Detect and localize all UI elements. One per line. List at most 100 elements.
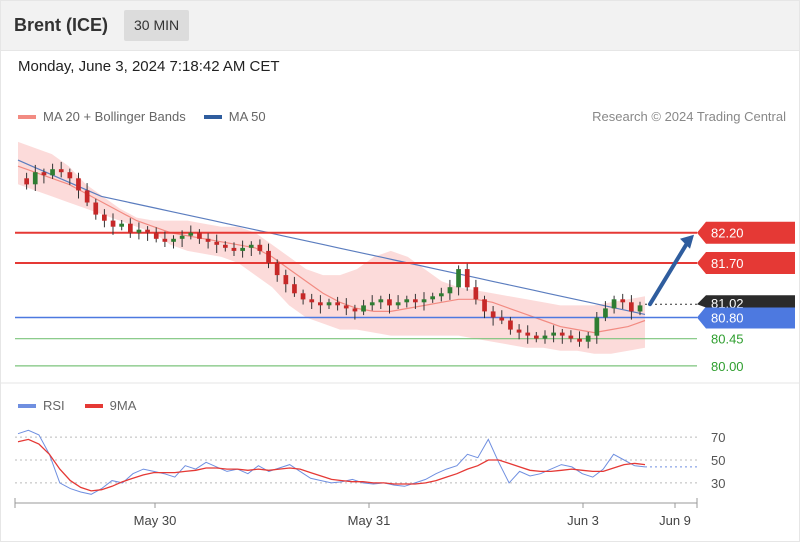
candle-body — [516, 329, 522, 333]
level-tag-text-82.20: 82.20 — [711, 226, 744, 241]
candle-body — [283, 275, 289, 285]
last-price-tag — [697, 295, 795, 308]
candle-body — [257, 244, 263, 251]
rsi-line — [17, 429, 646, 495]
candle-body — [369, 302, 375, 306]
bollinger-band — [18, 141, 645, 354]
candle-body — [50, 169, 55, 176]
candle-body — [188, 232, 194, 236]
rsi-legend: RSI 9MA — [18, 398, 156, 413]
rsi-9ma-line — [17, 438, 646, 492]
candle-body — [266, 250, 271, 263]
legend-item-ma20[interactable]: MA 20 + Bollinger Bands — [18, 109, 186, 124]
candle-body — [171, 238, 176, 242]
candle-body — [352, 308, 358, 312]
candle-body — [41, 172, 47, 176]
candle-body — [559, 332, 565, 336]
candle-body — [387, 299, 392, 306]
candle-body — [637, 305, 643, 312]
x-tick-label: May 31 — [348, 513, 391, 528]
candle-body — [499, 317, 505, 321]
candle-body — [594, 317, 600, 336]
candle-body — [84, 190, 90, 203]
9ma-swatch — [84, 403, 103, 408]
forecast-arrow-head — [680, 234, 694, 249]
rsi-tick-label: 70 — [711, 430, 725, 445]
candle-body — [326, 302, 332, 306]
candle-body — [274, 263, 280, 276]
x-axis: May 30 May 31 Jun 3 Jun 9 — [14, 498, 698, 528]
candle-body — [300, 293, 306, 300]
candle-body — [464, 269, 470, 288]
candle-body — [404, 299, 410, 303]
candle-body — [395, 302, 401, 306]
candle-body — [223, 244, 228, 248]
candle-body — [525, 332, 531, 336]
chart-header: Brent (ICE) 30 MIN — [0, 0, 800, 51]
candle-body — [439, 293, 444, 297]
ma20-swatch — [18, 114, 36, 119]
x-tick-label: Jun 3 — [567, 513, 599, 528]
rsi-swatch — [18, 403, 36, 408]
rsi-tick-label: 50 — [711, 453, 725, 468]
candle-body — [231, 247, 237, 251]
candle-body — [490, 311, 496, 318]
candle-body — [136, 229, 142, 233]
rsi-tick-label: 30 — [711, 476, 725, 491]
candle-body — [482, 299, 487, 312]
candle-body — [577, 338, 582, 342]
legend-label-ma50: MA 50 — [228, 109, 266, 124]
candle-body — [93, 202, 99, 215]
x-tick-label: Jun 9 — [659, 513, 691, 528]
ma50-swatch — [203, 114, 222, 119]
candle-body — [67, 172, 73, 179]
level-tag-82.20 — [697, 221, 795, 244]
level-tag-81.70 — [697, 252, 795, 274]
candle-body — [456, 269, 461, 288]
candle-body — [568, 335, 574, 339]
candle-body — [110, 220, 116, 227]
candle-body — [551, 332, 556, 336]
price-legend: MA 20 + Bollinger Bands MA 50 — [18, 109, 284, 124]
chart-datetime: Monday, June 3, 2024 7:18:42 AM CET — [18, 58, 280, 75]
legend-item-9ma[interactable]: 9MA — [84, 398, 136, 413]
candle-body — [343, 305, 349, 309]
last-price-text: 81.02 — [711, 296, 744, 311]
candle-body — [430, 296, 435, 300]
candle-body — [240, 247, 245, 251]
research-credit: Research © 2024 Trading Central — [592, 109, 786, 124]
candle-body — [119, 223, 124, 227]
candle-body — [447, 287, 453, 294]
legend-item-rsi[interactable]: RSI — [18, 398, 65, 413]
forecast-arrow-shaft — [648, 239, 690, 307]
candle-body — [534, 335, 539, 339]
candle-body — [179, 235, 185, 239]
interval-button[interactable]: 30 MIN — [124, 10, 190, 41]
candle-body — [24, 178, 29, 185]
x-tick-label: May 30 — [134, 513, 177, 528]
level-label-80.45: 80.45 — [711, 332, 744, 347]
candle-body — [585, 335, 591, 342]
candle-body — [292, 284, 297, 294]
ma50-line — [17, 159, 646, 315]
moving-averages — [17, 159, 646, 334]
candle-body — [629, 302, 634, 312]
candle-body — [413, 299, 418, 303]
candle-body — [508, 320, 513, 330]
candle-body — [145, 229, 150, 233]
candle-body — [205, 238, 211, 242]
candle-body — [611, 299, 617, 309]
forecast-arrow — [648, 234, 694, 307]
candle-body — [248, 244, 254, 248]
candle-body — [309, 299, 315, 303]
legend-item-ma50[interactable]: MA 50 — [203, 109, 266, 124]
legend-label-rsi: RSI — [43, 398, 65, 413]
candle-body — [153, 232, 159, 239]
candle-body — [361, 305, 366, 312]
candle-body — [335, 302, 340, 306]
candle-body — [421, 299, 427, 303]
rsi-panel: 30 50 70 — [15, 429, 725, 495]
bollinger-band-area — [18, 141, 645, 354]
candle-body — [378, 299, 384, 303]
